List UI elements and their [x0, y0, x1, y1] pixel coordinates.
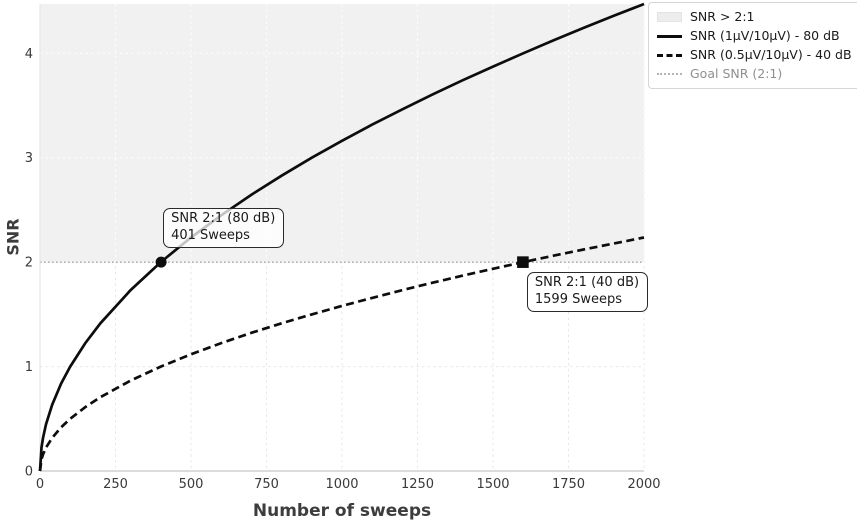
y-tick-label: 2	[25, 256, 33, 271]
y-axis-label: SNR	[3, 218, 23, 256]
legend-swatch-line-dotted-icon	[657, 73, 682, 75]
annotation-title: SNR 2:1 (80 dB)	[171, 211, 276, 227]
x-tick-label: 2000	[627, 477, 660, 492]
x-tick-label: 0	[36, 477, 44, 492]
y-tick-label: 4	[25, 47, 33, 62]
legend-swatch-line-solid-icon	[657, 34, 682, 38]
legend-swatch-line-dashed-icon	[657, 53, 682, 57]
x-tick-label: 1750	[552, 477, 585, 492]
legend-item-2: SNR (0.5μV/10μV) - 40 dB	[657, 47, 852, 63]
legend-swatch-patch-icon	[657, 12, 682, 22]
annotation-sweeps-40db: SNR 2:1 (40 dB) 1599 Sweeps	[526, 272, 649, 313]
legend-item-3: Goal SNR (2:1)	[657, 66, 852, 82]
annotation-sweep-count: 401 Sweeps	[171, 227, 250, 243]
annotation-title: SNR 2:1 (40 dB)	[534, 275, 640, 291]
annotation-sweeps-80db: SNR 2:1 (80 dB) 401 Sweeps	[163, 208, 285, 249]
legend-item-0: SNR > 2:1	[657, 9, 852, 25]
legend: SNR > 2:1 SNR (1μV/10μV) - 80 dB SNR (0.5μ…	[648, 2, 857, 89]
legend-label: Goal SNR (2:1)	[690, 66, 783, 81]
gridlines-in-shaded-region	[40, 4, 644, 263]
tick-labels: 0 250 500 750 1000 1250 1500 1750 2000 0 1 2 3 4	[25, 47, 661, 492]
x-axis-label: Number of sweeps	[252, 501, 432, 521]
series-line-80db	[38, 2, 645, 472]
annotation-sweep-count: 1599 Sweeps	[534, 291, 623, 307]
series-line-40db	[38, 236, 645, 472]
x-tick-label: 500	[179, 477, 204, 492]
legend-item-1: SNR (1μV/10μV) - 80 dB	[657, 28, 852, 44]
marker-circle-80db	[155, 256, 167, 268]
x-tick-label: 1000	[325, 477, 358, 492]
y-tick-label: 1	[25, 360, 33, 375]
legend-label: SNR > 2:1	[690, 9, 755, 24]
x-tick-label: 1250	[401, 477, 434, 492]
y-tick-label: 0	[25, 465, 33, 480]
x-tick-label: 250	[103, 477, 128, 492]
marker-square-40db	[517, 256, 529, 268]
x-tick-label: 750	[254, 477, 279, 492]
legend-label: SNR (0.5μV/10μV) - 40 dB	[690, 47, 852, 62]
legend-label: SNR (1μV/10μV) - 80 dB	[690, 28, 840, 43]
shaded-region-snr-above-goal	[40, 4, 644, 263]
y-tick-label: 3	[25, 151, 33, 166]
x-tick-label: 1500	[476, 477, 509, 492]
